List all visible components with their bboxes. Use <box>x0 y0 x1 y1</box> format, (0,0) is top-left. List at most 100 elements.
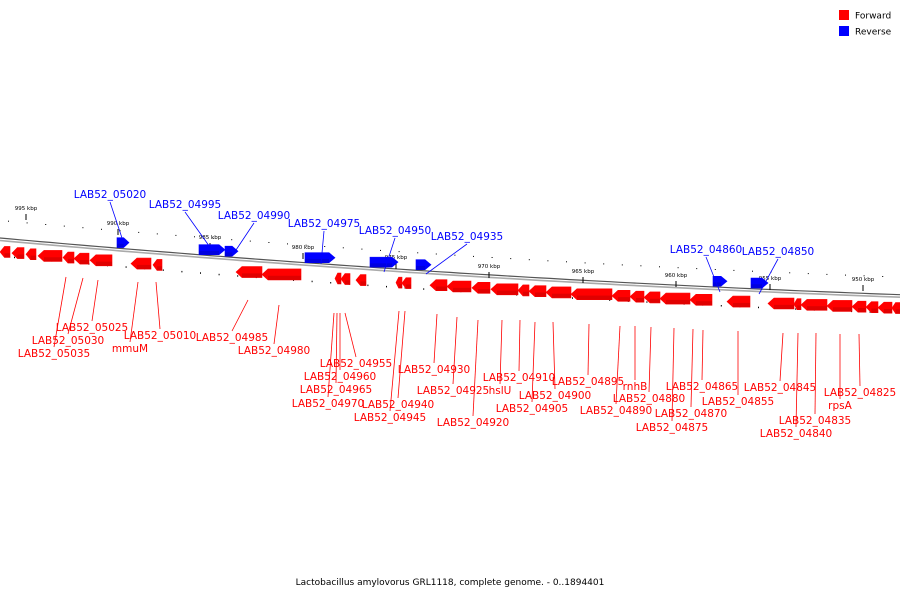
gene-label: LAB52_05020 <box>74 189 147 242</box>
gene-shade <box>44 257 62 262</box>
gene-shade <box>345 280 350 285</box>
leader-line <box>155 281 161 330</box>
gene-arrow <box>261 268 302 281</box>
leader-line <box>814 332 817 415</box>
gene-label-text: LAB52_05020 <box>74 189 147 201</box>
gene-shade <box>833 307 852 312</box>
gene-shade <box>406 284 411 289</box>
gene-label: LAB52_04960 <box>304 313 376 383</box>
gene-arrow <box>726 295 751 308</box>
forward-gene <box>471 282 491 294</box>
minor-tick <box>367 284 369 287</box>
scale-tick-label: 995 kbp <box>15 206 38 212</box>
leader-line <box>690 328 694 408</box>
leader-line <box>67 277 84 335</box>
minor-tick <box>194 236 195 238</box>
gene-label: mmuM <box>112 281 148 355</box>
leader-line <box>433 313 438 364</box>
gene-arrow <box>643 291 661 304</box>
minor-tick <box>603 263 605 265</box>
minor-tick <box>101 228 102 230</box>
minor-tick <box>63 225 65 227</box>
gene-label-text: LAB52_04970 <box>292 398 365 410</box>
gene-label: LAB52_04985 <box>196 299 268 344</box>
gene-arrow <box>570 288 613 301</box>
gene-arrow <box>517 284 530 297</box>
gene-label-text: LAB52_04825 <box>824 387 897 399</box>
minor-tick <box>646 301 648 303</box>
gene-label: LAB52_04925 <box>417 316 489 397</box>
gene-arrow <box>73 252 90 265</box>
leader-line <box>425 243 468 275</box>
gene-shade <box>337 279 341 284</box>
minor-tick <box>45 224 47 225</box>
gene-arrow <box>355 274 367 286</box>
gene-shade <box>453 287 471 292</box>
leader-line <box>383 237 396 273</box>
gene-shade <box>618 297 630 302</box>
forward-gene <box>235 266 263 278</box>
gene-label-text: mmuM <box>112 343 148 355</box>
backbone-line <box>0 237 900 296</box>
forward-gene <box>877 301 893 314</box>
leader-line <box>701 329 704 381</box>
minor-tick <box>181 270 183 273</box>
gene-label-text: LAB52_04935 <box>431 231 504 243</box>
minor-tick <box>491 257 493 258</box>
minor-tick <box>305 244 307 246</box>
leader-line <box>129 281 139 343</box>
gene-arrow <box>793 298 802 310</box>
forward-gene <box>130 257 152 270</box>
scale-tick-label: 970 kbp <box>478 264 501 270</box>
minor-tick <box>621 264 623 266</box>
gene-arrow <box>152 259 163 271</box>
minor-tick <box>8 220 9 222</box>
forward-gene <box>891 302 900 314</box>
gene-arrow <box>401 277 412 289</box>
genome-caption: Lactobacillus amylovorus GRL1118, comple… <box>295 578 605 588</box>
gene-arrow <box>89 254 113 267</box>
minor-tick <box>733 269 735 271</box>
gene-label: LAB52_04970 <box>292 312 365 410</box>
minor-tick <box>826 273 828 275</box>
reverse-gene <box>415 259 432 271</box>
leader-line <box>518 319 521 372</box>
legend-swatch <box>839 10 849 20</box>
gene-label: rpsA <box>828 334 853 412</box>
gene-label: LAB52_04895 <box>552 323 624 388</box>
forward-gene <box>865 301 879 313</box>
scale-tick-label: 955 kbp <box>759 276 782 282</box>
gene-arrow <box>629 290 645 303</box>
gene-label: LAB52_04825 <box>824 333 897 399</box>
minor-tick <box>795 308 797 310</box>
reverse-gene <box>712 275 728 287</box>
gene-label: LAB52_04890 <box>580 325 652 417</box>
minor-tick <box>882 276 884 277</box>
gene-shade <box>733 302 750 308</box>
gene-label: LAB52_04990 <box>218 210 290 254</box>
minor-tick <box>287 243 288 245</box>
leader-line <box>552 321 556 390</box>
forward-gene <box>826 300 853 312</box>
gene-arrow <box>0 246 11 258</box>
minor-tick <box>175 234 177 236</box>
forward-gene <box>0 246 11 258</box>
gene-label-text: LAB52_04900 <box>519 390 592 402</box>
leader-line <box>648 326 652 393</box>
minor-tick <box>547 260 549 262</box>
gene-shade <box>797 305 801 310</box>
forward-gene <box>517 284 530 297</box>
gene-shade <box>157 266 162 271</box>
gene-arrow <box>767 297 795 310</box>
gene-arrow <box>235 266 263 278</box>
gene-label-text: LAB52_04965 <box>300 384 373 396</box>
minor-tick <box>572 297 573 299</box>
gene-shade <box>774 304 794 309</box>
minor-tick <box>237 275 239 277</box>
leader-line <box>109 201 124 242</box>
gene-shade <box>225 252 233 257</box>
gene-label-text: LAB52_04845 <box>744 382 817 394</box>
forward-gene <box>490 283 519 296</box>
gene-label-text: LAB52_04860 <box>670 244 743 256</box>
forward-gene <box>11 247 25 259</box>
